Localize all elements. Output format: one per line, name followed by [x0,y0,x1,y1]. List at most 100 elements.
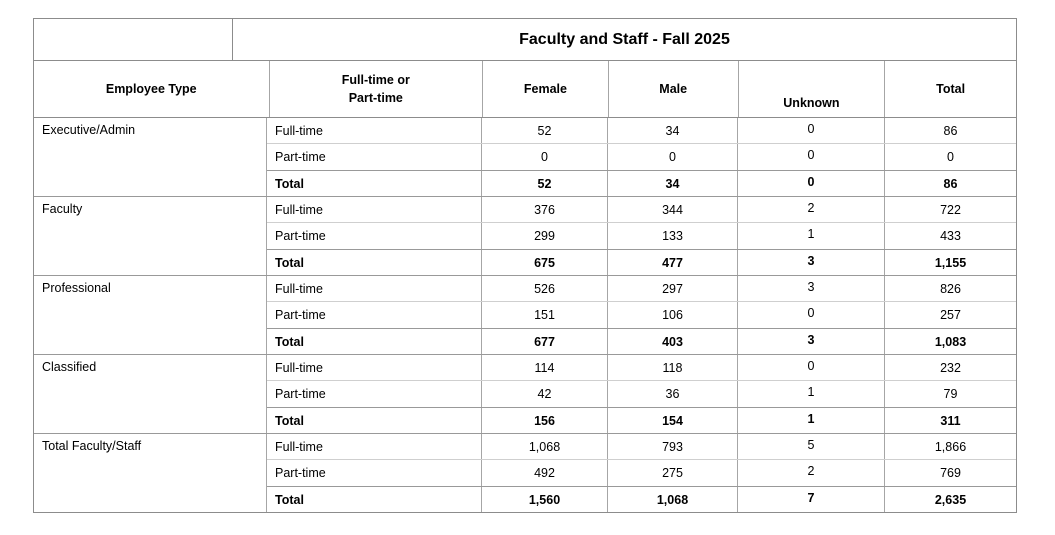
male-value-cell: 118 [607,355,737,380]
male-value-cell: 0 [607,144,737,170]
male-value-cell: 34 [607,118,737,143]
group-rows: Full-time 1,068 793 5 1,866 Part-time 49… [266,434,1016,512]
male-value-cell: 477 [607,250,737,275]
female-value-cell: 1,560 [481,487,607,512]
ft-pt-label-cell: Total [275,334,304,349]
unknown-value: 1 [807,411,815,426]
unknown-value: 0 [807,121,815,136]
column-header-row: Employee Type Full-time or Part-time Fem… [34,61,1016,118]
row-full-time: Full-time 114 118 0 232 [267,355,1016,381]
row-part-time: Part-time 151 106 0 257 [267,302,1016,328]
unknown-value-cell: 5 [737,434,884,459]
row-total: Total 1,560 1,068 7 2,635 [267,486,1016,512]
header-male: Male [607,61,738,117]
unknown-value: 1 [807,227,815,241]
unknown-value-cell: 0 [737,302,884,328]
male-value-cell: 403 [607,329,737,354]
total-value-cell: 79 [884,381,1016,407]
unknown-value: 0 [807,148,815,162]
employee-type-cell: Total Faculty/Staff [42,439,142,453]
female-value-cell: 151 [481,302,607,328]
unknown-value: 3 [807,279,815,294]
unknown-value: 0 [807,174,815,189]
male-value-cell: 344 [607,197,737,222]
title-spacer-cell [34,19,233,60]
ft-pt-label-cell: Full-time [275,360,323,375]
female-value-cell: 675 [481,250,607,275]
ft-pt-label-cell: Total [275,413,304,428]
unknown-value: 1 [807,385,815,399]
female-value-cell: 42 [481,381,607,407]
male-value-cell: 297 [607,276,737,301]
header-unknown: Unknown [737,61,885,117]
ft-pt-label-cell: Part-time [275,150,326,164]
female-value-cell: 156 [481,408,607,433]
unknown-value-cell: 2 [737,197,884,222]
female-value-cell: 52 [481,171,607,196]
employee-type-cell: Faculty [42,202,83,216]
unknown-value-cell: 3 [737,329,884,354]
unknown-value-cell: 0 [737,118,884,143]
total-value-cell: 722 [884,197,1016,222]
ft-pt-label-cell: Part-time [275,308,326,322]
male-value-cell: 1,068 [607,487,737,512]
ft-pt-label-cell: Full-time [275,202,323,217]
male-value-cell: 793 [607,434,737,459]
ft-pt-label-cell: Total [275,492,304,507]
unknown-value-cell: 1 [737,223,884,249]
unknown-value: 0 [807,306,815,320]
total-value-cell: 826 [884,276,1016,301]
group-rows: Full-time 114 118 0 232 Part-time 42 36 … [266,355,1016,433]
row-total: Total 52 34 0 86 [267,170,1016,196]
group-total-faculty-staff: Total Faculty/Staff Full-time 1,068 793 … [34,434,1016,512]
header-female: Female [482,61,608,117]
row-part-time: Part-time 0 0 0 0 [267,144,1016,170]
header-total: Total [884,61,1016,117]
group-rows: Full-time 526 297 3 826 Part-time 151 10… [266,276,1016,354]
employee-type-cell: Classified [42,360,97,374]
unknown-value: 5 [807,437,815,452]
row-full-time: Full-time 376 344 2 722 [267,197,1016,223]
female-value-cell: 114 [481,355,607,380]
group-professional: Professional Full-time 526 297 3 826 Par… [34,276,1016,355]
row-full-time: Full-time 526 297 3 826 [267,276,1016,302]
ft-pt-label-cell: Total [275,255,304,270]
total-value-cell: 1,083 [884,329,1016,354]
total-value-cell: 232 [884,355,1016,380]
row-part-time: Part-time 42 36 1 79 [267,381,1016,407]
unknown-value: 2 [807,464,815,478]
unknown-value-cell: 2 [737,460,884,486]
group-rows: Full-time 52 34 0 86 Part-time 0 0 0 0 T… [266,118,1016,196]
ft-pt-label-cell: Part-time [275,387,326,401]
female-value-cell: 0 [481,144,607,170]
row-total: Total 677 403 3 1,083 [267,328,1016,354]
female-value-cell: 376 [481,197,607,222]
row-part-time: Part-time 492 275 2 769 [267,460,1016,486]
row-full-time: Full-time 52 34 0 86 [267,118,1016,144]
female-value-cell: 1,068 [481,434,607,459]
unknown-value-cell: 0 [737,144,884,170]
total-value-cell: 86 [884,171,1016,196]
male-value-cell: 36 [607,381,737,407]
total-value-cell: 2,635 [884,487,1016,512]
unknown-value: 7 [807,490,815,505]
unknown-value-cell: 3 [737,276,884,301]
unknown-value-cell: 0 [737,355,884,380]
total-value-cell: 769 [884,460,1016,486]
unknown-value-cell: 1 [737,381,884,407]
male-value-cell: 154 [607,408,737,433]
total-value-cell: 0 [884,144,1016,170]
male-value-cell: 275 [607,460,737,486]
male-value-cell: 106 [607,302,737,328]
group-rows: Full-time 376 344 2 722 Part-time 299 13… [266,197,1016,275]
unknown-value-cell: 1 [737,408,884,433]
female-value-cell: 492 [481,460,607,486]
unknown-value-cell: 0 [737,171,884,196]
row-part-time: Part-time 299 133 1 433 [267,223,1016,249]
total-value-cell: 1,866 [884,434,1016,459]
table-title: Faculty and Staff - Fall 2025 [519,30,730,48]
female-value-cell: 52 [481,118,607,143]
total-value-cell: 257 [884,302,1016,328]
ft-pt-label-cell: Part-time [275,229,326,243]
